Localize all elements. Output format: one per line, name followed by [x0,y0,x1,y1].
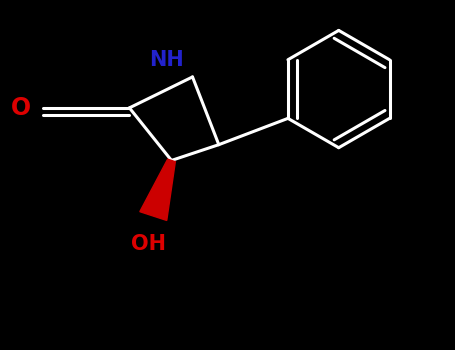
Text: NH: NH [149,50,183,70]
Text: O: O [11,96,31,120]
Polygon shape [140,159,175,220]
Text: OH: OH [131,234,166,254]
